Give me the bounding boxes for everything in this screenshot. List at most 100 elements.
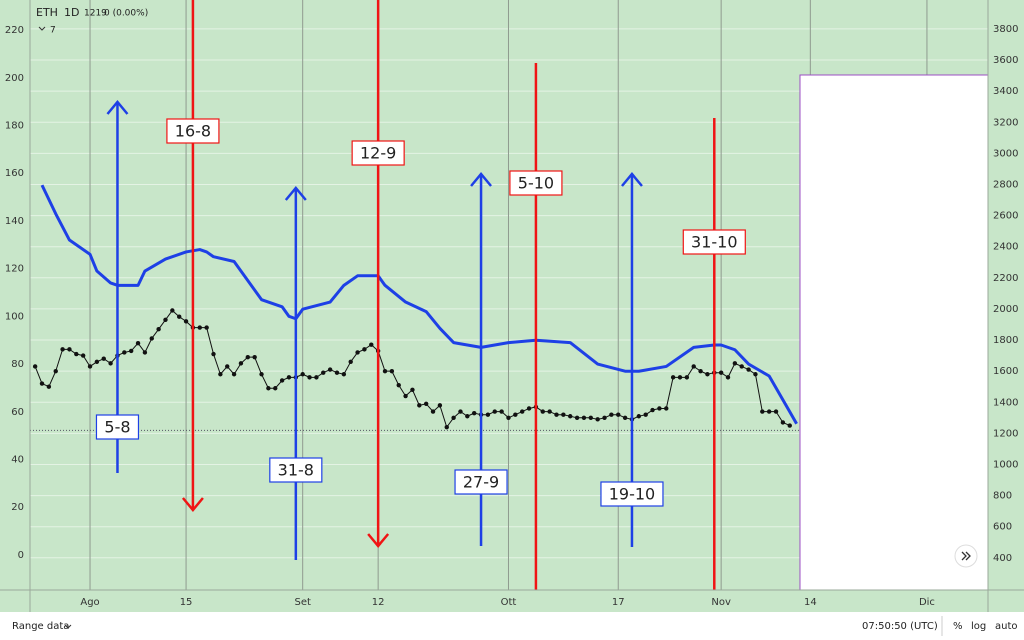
y2-tick-label: 1800	[993, 335, 1018, 346]
x-tick-label: Dic	[919, 597, 935, 608]
point	[513, 412, 518, 417]
y-tick-label: 20	[11, 502, 24, 513]
point	[382, 368, 388, 374]
point	[417, 403, 422, 408]
indicator-count[interactable]: 7	[50, 26, 56, 36]
y-tick-label: 220	[5, 25, 24, 36]
point	[300, 372, 305, 377]
y2-tick-label: 600	[993, 522, 1012, 533]
point	[163, 317, 168, 323]
annotation-label: 12-9	[360, 144, 396, 163]
point	[341, 372, 347, 377]
point	[471, 410, 477, 416]
point	[74, 351, 79, 357]
annotation-box	[509, 170, 563, 196]
y-tick-label: 180	[5, 120, 24, 131]
point	[444, 424, 449, 430]
point	[259, 372, 264, 377]
annotation-label: 19-10	[609, 485, 656, 504]
point	[197, 325, 202, 330]
point	[753, 372, 758, 377]
annotation-box	[95, 414, 140, 440]
overlay-panel	[799, 74, 989, 591]
point	[67, 347, 72, 352]
annotation-label: 5-10	[518, 174, 554, 193]
x-tick-label: Nov	[711, 597, 731, 608]
point	[705, 372, 710, 377]
y2-tick-label: 3200	[993, 117, 1018, 128]
point	[266, 386, 271, 391]
point	[170, 308, 175, 313]
x-tick-label: Ago	[80, 597, 99, 608]
y2-tick-label: 3000	[993, 148, 1018, 159]
annotation-box	[269, 457, 323, 483]
y-tick-label: 120	[5, 264, 24, 275]
point	[636, 414, 642, 419]
point	[149, 336, 154, 341]
x-tick-label: 15	[180, 597, 193, 608]
annotation-box	[166, 118, 220, 144]
point	[183, 319, 189, 324]
last-price: 1219	[84, 9, 107, 19]
y-tick-label: 160	[5, 168, 24, 179]
point	[314, 375, 319, 380]
change: 0 (0.00%)	[104, 9, 148, 19]
point	[135, 340, 141, 346]
range-button[interactable]: Range data	[12, 621, 69, 632]
point	[396, 382, 401, 388]
annotation-label: 31-10	[691, 233, 738, 252]
point	[80, 353, 86, 358]
annotation-box	[600, 481, 664, 507]
log-toggle[interactable]: log	[971, 621, 986, 632]
x-tick-label: Ott	[501, 597, 517, 608]
point	[307, 375, 312, 380]
point	[273, 386, 278, 391]
auto-toggle[interactable]: auto	[995, 621, 1018, 632]
point	[53, 368, 58, 374]
point	[746, 367, 751, 372]
annotation-label: 16-8	[175, 122, 211, 141]
point	[561, 412, 566, 417]
point	[211, 351, 216, 357]
y2-tick-label: 1600	[993, 366, 1018, 377]
point	[616, 412, 621, 417]
point	[238, 361, 244, 366]
x-tick-label: Set	[294, 597, 311, 608]
point	[609, 412, 614, 417]
y2-tick-label: 1000	[993, 459, 1018, 470]
point	[773, 409, 779, 414]
annotation-box	[682, 229, 746, 255]
annotation-label: 5-8	[104, 418, 130, 437]
point	[327, 367, 333, 372]
annotation-label: 31-8	[278, 461, 314, 480]
y2-tick-label: 2200	[993, 273, 1018, 284]
point	[108, 361, 113, 366]
range-chevron	[64, 624, 72, 629]
symbol: ETH	[36, 6, 58, 19]
point	[321, 370, 326, 375]
annotation-box	[351, 140, 405, 166]
point	[760, 409, 765, 414]
y-tick-label: 40	[11, 454, 24, 465]
y-tick-label: 0	[18, 550, 24, 561]
point	[684, 375, 690, 380]
point	[691, 364, 696, 369]
percent-toggle[interactable]: %	[953, 621, 963, 632]
point	[739, 364, 744, 369]
point	[520, 409, 525, 414]
point	[403, 393, 408, 399]
point	[348, 359, 353, 365]
point	[156, 326, 161, 332]
point	[657, 406, 662, 411]
point	[245, 354, 251, 360]
point	[369, 342, 374, 347]
point	[362, 347, 367, 352]
point	[602, 415, 607, 421]
arrow-head	[284, 186, 307, 201]
point	[218, 372, 223, 377]
point	[732, 361, 738, 366]
y-tick-label: 100	[5, 311, 24, 322]
chevron[interactable]	[38, 26, 46, 31]
point	[279, 378, 285, 383]
